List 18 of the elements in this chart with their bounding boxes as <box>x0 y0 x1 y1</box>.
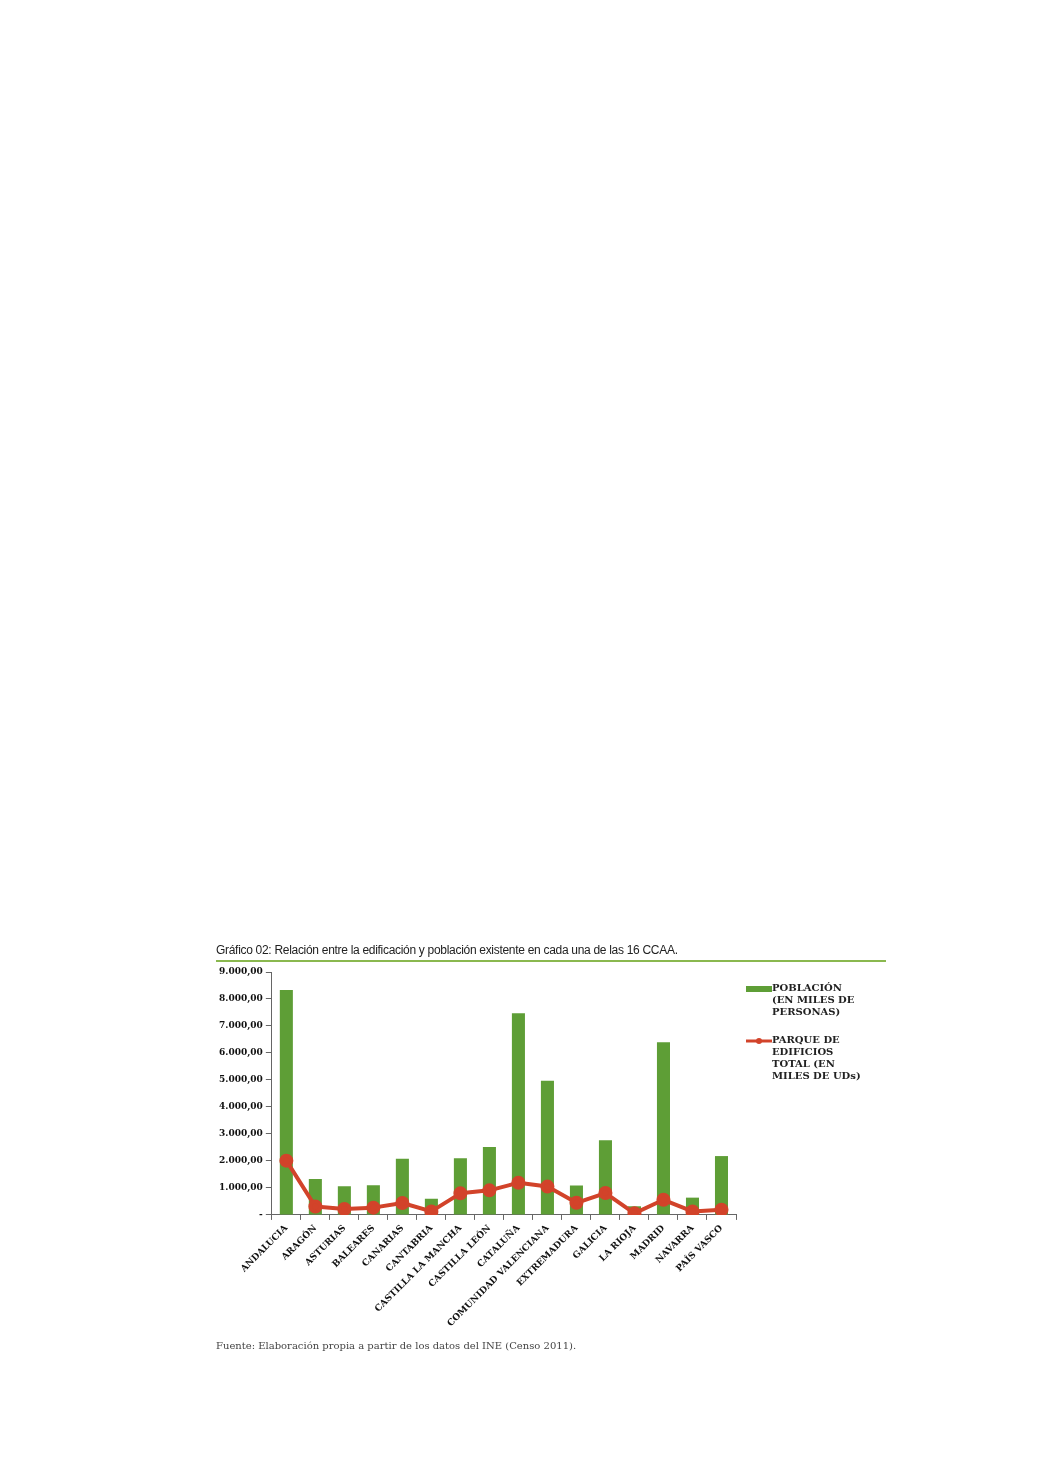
y-tick-label: 7.000,00 <box>219 1020 263 1032</box>
bar <box>511 1013 525 1215</box>
legend-label: PARQUE DE EDIFICIOS TOTAL (EN MILES DE UDs) <box>772 1034 862 1082</box>
bar <box>279 990 293 1215</box>
y-tick-label: 4.000,00 <box>219 1101 263 1113</box>
y-tick-label: 9.000,00 <box>219 966 263 978</box>
y-tick-label: 5.000,00 <box>219 1074 263 1086</box>
bar <box>540 1080 554 1215</box>
source-note: Fuente: Elaboración propia a partir de los datos del INE (Censo 2011). <box>216 1340 578 1351</box>
legend-label: POBLACIÓN (EN MILES DE PERSONAS) <box>772 982 856 1018</box>
y-tick-label: 6.000,00 <box>219 1047 263 1059</box>
bar <box>656 1042 670 1215</box>
chart-title: Gráfico 02: Relación entre la edificación y población existente en cada una de las 16 CCAA. <box>216 943 886 962</box>
y-tick-label: 8.000,00 <box>219 993 263 1005</box>
y-tick-label: 3.000,00 <box>219 1128 263 1140</box>
y-tick-label: 2.000,00 <box>219 1155 263 1167</box>
y-tick-label: 1.000,00 <box>219 1182 263 1194</box>
y-tick-label: - <box>259 1209 264 1220</box>
